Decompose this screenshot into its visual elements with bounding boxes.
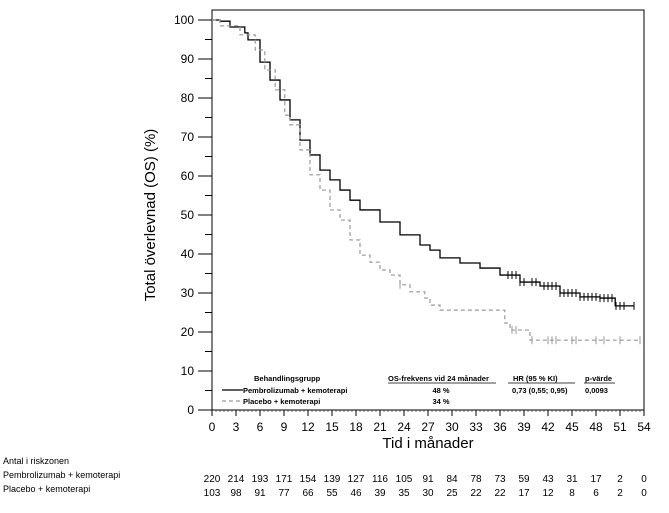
y-tick-label: 0 (187, 403, 194, 417)
legend-os-pembro: 48 % (432, 386, 449, 395)
risk-count: 30 (422, 488, 434, 499)
risk-count: 103 (203, 488, 221, 499)
risk-count: 39 (374, 488, 386, 499)
risk-count: 116 (372, 474, 388, 485)
risk-count: 77 (278, 488, 290, 499)
x-tick-label: 45 (565, 420, 579, 434)
x-tick-label: 12 (301, 420, 315, 434)
series-line-pembrolizumab (212, 19, 634, 307)
risk-count: 0 (641, 488, 647, 499)
x-tick-label: 3 (233, 420, 240, 434)
risk-count: 193 (251, 474, 269, 485)
risk-count: 17 (590, 474, 602, 485)
legend-label-pembro: Pembrolizumab + kemoterapi (243, 386, 347, 395)
y-tick-label: 80 (181, 91, 195, 105)
risk-count: 105 (395, 474, 413, 485)
risk-count: 91 (422, 474, 434, 485)
risk-count: 73 (494, 474, 506, 485)
risk-count: 35 (398, 488, 410, 499)
risk-count: 46 (350, 488, 362, 499)
risk-count: 59 (518, 474, 530, 485)
x-tick-label: 27 (421, 420, 435, 434)
risk-count: 25 (446, 488, 458, 499)
y-tick-label: 30 (181, 286, 195, 300)
plot-frame (211, 9, 645, 411)
risk-count: 66 (302, 488, 314, 499)
x-tick-label: 6 (257, 420, 264, 434)
y-axis-title: Total överlevnad (OS) (%) (142, 129, 159, 302)
risk-count: 43 (542, 474, 554, 485)
risk-count: 8 (569, 488, 575, 499)
x-tick-label: 48 (589, 420, 603, 434)
series-line-placebo (212, 19, 640, 341)
x-tick-label: 21 (373, 420, 387, 434)
x-tick-label: 18 (349, 420, 363, 434)
x-tick-label: 42 (541, 420, 555, 434)
risk-count: 2 (617, 474, 623, 485)
legend-header-group: Behandlingsgrupp (254, 374, 321, 383)
legend: Behandlingsgrupp OS-frekvens vid 24 måna… (222, 374, 615, 406)
risk-count: 22 (494, 488, 506, 499)
risk-count: 214 (227, 474, 245, 485)
risk-count: 0 (641, 474, 647, 485)
risk-count: 78 (470, 474, 482, 485)
x-tick-label: 39 (517, 420, 531, 434)
risk-row-label-pembro: Pembrolizumab + kemoterapi (3, 470, 121, 480)
risk-count: 6 (593, 488, 599, 499)
x-axis-title: Tid i månader (382, 435, 473, 452)
x-tick-label: 36 (493, 420, 507, 434)
legend-header-os: OS-frekvens vid 24 månader (388, 374, 489, 383)
legend-label-placebo: Placebo + kemoterapi (243, 397, 320, 406)
y-tick-label: 70 (181, 130, 195, 144)
x-tick-label: 30 (445, 420, 459, 434)
risk-count: 127 (347, 474, 365, 485)
legend-header-hr: HR (95 % KI) (513, 374, 558, 383)
y-tick-label: 10 (181, 364, 195, 378)
risk-table-title: Antal i riskzonen (3, 456, 70, 466)
y-tick-label: 20 (181, 325, 195, 339)
legend-hr-pembro: 0,73 (0,55; 0,95) (512, 386, 568, 395)
risk-count: 17 (518, 488, 530, 499)
x-tick-label: 0 (209, 420, 216, 434)
risk-count: 91 (254, 488, 266, 499)
x-tick-label: 33 (469, 420, 483, 434)
x-tick-label: 51 (613, 420, 627, 434)
x-tick-label: 15 (325, 420, 339, 434)
x-tick-label: 54 (637, 420, 651, 434)
x-tick-label: 9 (281, 420, 288, 434)
risk-count: 31 (566, 474, 578, 485)
legend-os-placebo: 34 % (432, 397, 449, 406)
risk-count: 2 (617, 488, 623, 499)
y-tick-label: 100 (174, 13, 194, 27)
x-tick-label: 24 (397, 420, 411, 434)
legend-header-p: p-värde (585, 374, 612, 383)
risk-count: 98 (230, 488, 242, 499)
y-tick-label: 50 (181, 208, 195, 222)
risk-count: 139 (323, 474, 341, 485)
risk-count: 154 (299, 474, 317, 485)
y-tick-label: 40 (181, 247, 195, 261)
risk-count: 22 (470, 488, 482, 499)
risk-count: 12 (542, 488, 554, 499)
risk-count: 171 (275, 474, 293, 485)
y-tick-label: 60 (181, 169, 195, 183)
risk-count: 220 (203, 474, 221, 485)
risk-count: 84 (446, 474, 458, 485)
legend-p-pembro: 0,0093 (585, 386, 608, 395)
y-tick-label: 90 (181, 52, 195, 66)
risk-row-label-placebo: Placebo + kemoterapi (3, 484, 91, 494)
risk-count: 55 (326, 488, 338, 499)
